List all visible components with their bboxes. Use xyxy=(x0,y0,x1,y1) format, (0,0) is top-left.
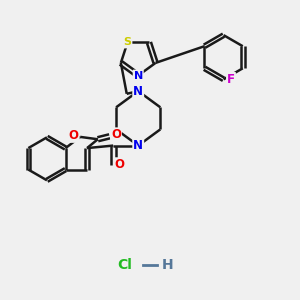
Text: N: N xyxy=(133,85,143,98)
Text: N: N xyxy=(133,139,143,152)
Text: F: F xyxy=(227,73,235,86)
Text: N: N xyxy=(134,70,143,80)
Text: O: O xyxy=(69,129,79,142)
Text: O: O xyxy=(115,158,125,171)
Text: O: O xyxy=(111,128,121,141)
Text: Cl: Cl xyxy=(118,258,132,272)
Text: S: S xyxy=(124,38,131,47)
Text: H: H xyxy=(162,258,173,272)
